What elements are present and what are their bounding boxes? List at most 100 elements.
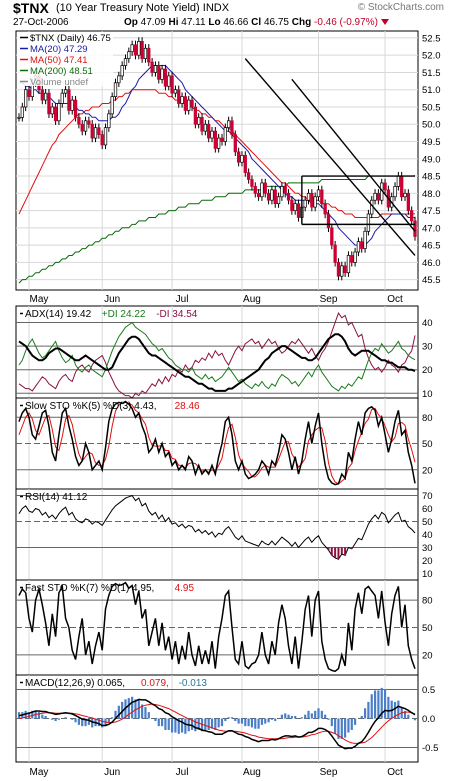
candle-body	[27, 89, 31, 97]
rsi-y-tick-label: 60	[422, 504, 433, 515]
candle-body	[97, 127, 101, 135]
candle-body	[276, 196, 281, 205]
candle-body	[53, 106, 58, 122]
candle-body	[226, 120, 231, 129]
candle-body	[100, 134, 104, 146]
slow_sto-legend-label: Slow STO %K(5) %D(3) 4.43,	[25, 401, 157, 412]
candle-body	[266, 192, 271, 201]
price-legend-label: MA(20) 47.29	[30, 44, 88, 55]
candle-body	[70, 99, 74, 111]
candle-body	[273, 189, 277, 205]
fast_sto-y-tick-label: 80	[422, 596, 433, 607]
candle-body	[93, 127, 98, 139]
macd-y-tick-label: 0.5	[422, 685, 435, 696]
symbol-title: $TNX	[13, 0, 49, 16]
price-y-tick-label: 51.0	[422, 85, 441, 96]
candle-body	[250, 179, 254, 187]
adx-y-tick-label: 30	[422, 342, 433, 353]
x-tick-label: Sep	[320, 294, 338, 305]
adx-series-line	[18, 321, 416, 392]
candle-body	[153, 65, 158, 73]
candle-body	[243, 154, 247, 173]
adx-y-tick-label: 10	[422, 389, 433, 400]
candle-body	[40, 89, 44, 101]
rsi-series-line	[18, 494, 416, 560]
candle-body	[353, 251, 357, 263]
candle-body	[306, 192, 311, 201]
candle-body	[107, 113, 111, 129]
candle-body	[43, 92, 48, 101]
candle-body	[223, 127, 227, 142]
price-y-tick-label: 48.0	[422, 189, 441, 200]
open-value: 47.09	[140, 17, 166, 28]
candle-body	[110, 96, 114, 115]
price-y-tick-label: 47.5	[422, 206, 441, 217]
candle-body	[373, 192, 377, 201]
adx-y-tick-label: 20	[422, 365, 433, 376]
rsi-y-tick-label: 10	[422, 569, 433, 580]
close-label: Cl	[251, 17, 262, 28]
candle-body	[293, 203, 297, 211]
candle-body	[183, 96, 188, 111]
candle-body	[20, 106, 24, 118]
candle-body	[170, 75, 174, 94]
macd-series-line	[18, 703, 416, 744]
exchange-label: INDX	[202, 2, 230, 14]
candle-body	[366, 213, 371, 232]
candle-body	[400, 175, 404, 198]
candle-body	[323, 203, 327, 215]
price-y-tick-label: 48.5	[422, 172, 441, 183]
candle-body	[290, 199, 294, 211]
ma200-line	[18, 175, 416, 284]
candle-body	[240, 154, 244, 163]
x-tick-label: Oct	[387, 294, 403, 305]
adx-legend-label: -DI 34.54	[156, 309, 198, 320]
candle-body	[410, 210, 414, 222]
candle-body	[413, 220, 417, 237]
adx-legend-label: +DI 24.22	[102, 309, 146, 320]
candle-body	[180, 96, 184, 104]
candle-body	[113, 82, 118, 97]
price-legend-label: Volume undef	[30, 77, 88, 88]
ma50-line	[18, 89, 416, 218]
candle-body	[187, 99, 191, 111]
candle-body	[360, 241, 364, 249]
watermark: © StockCharts.com	[357, 2, 444, 13]
candle-body	[283, 186, 287, 194]
price-frame	[15, 30, 419, 291]
candle-body	[90, 123, 94, 139]
candle-body	[343, 265, 347, 274]
symbol-description: (10 Year Treasury Note Yield) INDX	[56, 2, 229, 14]
candle-body	[167, 75, 171, 87]
fast_sto-y-tick-label: 50	[422, 623, 433, 634]
candle-body	[236, 151, 241, 163]
slow_sto-legend-label: 28.46	[175, 401, 200, 412]
candle-body	[50, 106, 54, 115]
macd-y-tick-label: 0.0	[422, 714, 435, 725]
change-value: -0.46 (-0.97%)	[313, 17, 378, 28]
price-y-tick-label: 46.0	[422, 258, 441, 269]
candle-body	[63, 89, 68, 94]
rsi-y-tick-label: 50	[422, 517, 433, 528]
candle-body	[163, 68, 168, 87]
fast_sto-y-tick-label: 20	[422, 650, 433, 661]
candle-body	[396, 175, 401, 187]
price-y-tick-label: 52.0	[422, 51, 441, 62]
down-arrow-icon	[380, 19, 389, 26]
candle-body	[203, 123, 208, 132]
candle-body	[150, 61, 154, 73]
rsi-legend-label: RSI(14) 41.12	[25, 492, 88, 503]
candle-body	[57, 103, 61, 122]
price-y-tick-label: 51.5	[422, 68, 441, 79]
price-y-tick-label: 49.0	[422, 154, 441, 165]
candle-body	[336, 262, 341, 277]
candle-body	[217, 137, 221, 149]
price-y-tick-label: 52.5	[422, 33, 441, 44]
candle-body	[193, 106, 198, 125]
fast_sto-legend-label: Fast STO %K(7) %D(1) 4.95,	[25, 583, 154, 594]
candle-body	[103, 127, 108, 146]
candle-body	[200, 116, 204, 132]
chart-date: 27-Oct-2006	[13, 17, 69, 28]
candle-body	[47, 92, 51, 115]
close-value: 46.75	[263, 17, 289, 28]
